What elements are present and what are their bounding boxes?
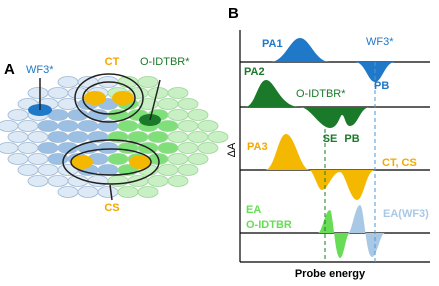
mesh-cell bbox=[77, 186, 99, 198]
mesh-cell bbox=[107, 153, 129, 165]
orbits bbox=[39, 73, 161, 201]
mesh-cell bbox=[27, 131, 49, 143]
mesh-cell bbox=[57, 186, 79, 198]
mesh-cell bbox=[187, 109, 209, 121]
label: O-IDTBR bbox=[246, 219, 292, 231]
label: PA1 bbox=[262, 38, 283, 50]
mesh-cell bbox=[177, 98, 199, 110]
mesh-cell bbox=[67, 131, 89, 143]
mesh-cell bbox=[127, 131, 149, 143]
mesh-cell bbox=[197, 120, 219, 132]
panel-label: A bbox=[4, 61, 15, 78]
x-axis-label: Probe energy bbox=[295, 268, 366, 280]
label: CT, CS bbox=[382, 157, 417, 169]
label: O-IDTBR* bbox=[140, 56, 190, 68]
mesh-cell bbox=[177, 142, 199, 154]
mesh-cell bbox=[157, 164, 179, 176]
mesh-cell bbox=[17, 142, 39, 154]
label: PA2 bbox=[244, 66, 265, 78]
panel-label: B bbox=[228, 5, 239, 22]
mesh-cell bbox=[97, 186, 119, 198]
mesh-cell bbox=[27, 87, 49, 99]
label: CT bbox=[105, 56, 120, 68]
label: EA(WF3) bbox=[383, 208, 429, 220]
label: SE bbox=[323, 133, 338, 145]
mesh-cell bbox=[27, 175, 49, 187]
label: O-IDTBR* bbox=[296, 88, 346, 100]
mesh-cell bbox=[147, 131, 169, 143]
mesh-cell bbox=[167, 109, 189, 121]
mesh-cell bbox=[157, 98, 179, 110]
mesh-cell bbox=[87, 175, 109, 187]
traces bbox=[245, 38, 395, 258]
cs-electron bbox=[129, 155, 151, 169]
label: WF3* bbox=[366, 36, 394, 48]
mesh-cell bbox=[17, 120, 39, 132]
mesh-cell bbox=[167, 131, 189, 143]
mesh-cell bbox=[177, 164, 199, 176]
mesh-cell bbox=[57, 76, 79, 88]
mesh-cell bbox=[177, 120, 199, 132]
mesh-cell bbox=[207, 131, 229, 143]
mesh-cell bbox=[157, 142, 179, 154]
mesh bbox=[0, 76, 229, 198]
label: PB bbox=[374, 80, 389, 92]
label: CS bbox=[104, 202, 119, 214]
label: EA bbox=[246, 204, 261, 216]
mesh-cell bbox=[137, 76, 159, 88]
mesh-cell bbox=[107, 175, 129, 187]
ct-electron bbox=[112, 91, 134, 105]
mesh-cell bbox=[0, 120, 19, 132]
cs-hole bbox=[71, 155, 93, 169]
mesh-cell bbox=[97, 164, 119, 176]
mesh-cell bbox=[147, 175, 169, 187]
mesh-cell bbox=[47, 87, 69, 99]
mesh-cell bbox=[17, 164, 39, 176]
mesh-cell bbox=[37, 120, 59, 132]
mesh-cell bbox=[37, 142, 59, 154]
mesh-cell bbox=[117, 186, 139, 198]
mesh-cell bbox=[77, 76, 99, 88]
mesh-cell bbox=[187, 131, 209, 143]
mesh-cell bbox=[137, 186, 159, 198]
mesh-cell bbox=[37, 164, 59, 176]
mesh-cell bbox=[167, 175, 189, 187]
mesh-cell bbox=[187, 153, 209, 165]
mesh-cell bbox=[47, 131, 69, 143]
mesh-cell bbox=[47, 175, 69, 187]
label: PB bbox=[344, 133, 359, 145]
mesh-cell bbox=[27, 153, 49, 165]
ct-hole bbox=[84, 91, 106, 105]
mesh-cell bbox=[57, 120, 79, 132]
mesh-cell bbox=[117, 120, 139, 132]
mesh-cell bbox=[157, 120, 179, 132]
mesh-cell bbox=[197, 142, 219, 154]
mesh-cell bbox=[7, 153, 29, 165]
mesh-cell bbox=[7, 109, 29, 121]
label: WF3* bbox=[26, 64, 54, 76]
mesh-cell bbox=[167, 87, 189, 99]
mesh-cell bbox=[167, 153, 189, 165]
y-axis-label: ΔA bbox=[226, 142, 238, 157]
mesh-cell bbox=[7, 131, 29, 143]
mesh-cell bbox=[0, 142, 19, 154]
mesh-cell bbox=[97, 142, 119, 154]
label: PA3 bbox=[247, 141, 268, 153]
mesh-cell bbox=[77, 120, 99, 132]
